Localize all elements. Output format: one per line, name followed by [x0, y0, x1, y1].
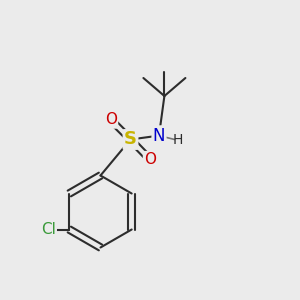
Text: O: O [105, 112, 117, 128]
Text: Cl: Cl [41, 222, 56, 237]
Text: S: S [124, 130, 137, 148]
Text: H: H [173, 133, 183, 146]
Text: N: N [153, 127, 165, 145]
Text: O: O [144, 152, 156, 167]
